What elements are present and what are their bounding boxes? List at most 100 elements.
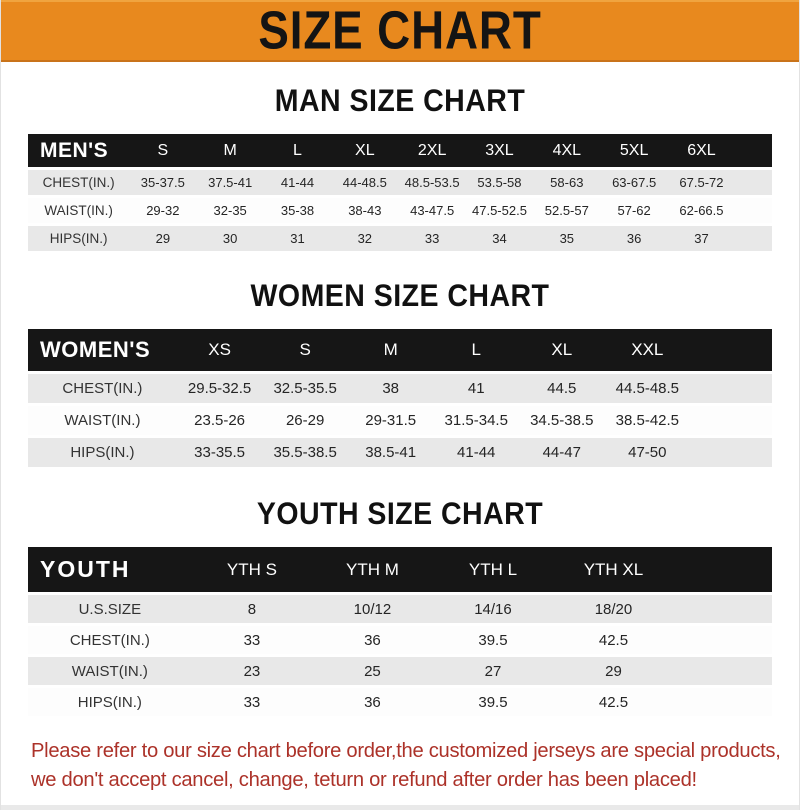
table-row: CHEST(IN.) 35-37.5 37.5-41 41-44 44-48.5 48.5… — [28, 170, 772, 196]
size-value-cell: 25 — [312, 657, 433, 686]
men-section-heading: MAN SIZE CHART — [274, 82, 526, 119]
women-table-header-row: WOMEN'S XS S M L XL XXL — [28, 329, 772, 372]
size-value-cell: 8 — [191, 595, 313, 624]
size-value-cell: 41-44 — [263, 170, 332, 196]
size-value-cell: 36 — [312, 688, 433, 717]
size-value-cell: 52.5-57 — [533, 198, 601, 224]
size-value-cell: 23.5-26 — [176, 406, 263, 436]
row-spacer-cell — [735, 198, 772, 224]
row-spacer-cell — [735, 170, 772, 196]
row-spacer-cell — [673, 626, 772, 655]
size-value-cell: 42.5 — [553, 688, 674, 717]
women-table-corner-label: WOMEN'S — [28, 329, 177, 372]
size-value-cell: 38.5-42.5 — [604, 406, 691, 436]
youth-table-corner-label: YOUTH — [28, 547, 192, 593]
size-value-cell: 57-62 — [600, 198, 668, 224]
row-spacer-cell — [673, 657, 772, 686]
table-row: CHEST(IN.) 33 36 39.5 42.5 — [28, 626, 772, 655]
men-table-header-row: MEN'S S M L XL 2XL 3XL 4XL 5XL 6XL — [28, 134, 772, 168]
column-header: M — [347, 329, 434, 372]
size-value-cell: 58-63 — [533, 170, 601, 196]
youth-table-header-row: YOUTH YTH S YTH M YTH L YTH XL — [28, 547, 772, 593]
column-header: 4XL — [533, 134, 601, 168]
size-value-cell: 32.5-35.5 — [262, 374, 348, 404]
size-value-cell: 44.5-48.5 — [604, 374, 691, 404]
size-value-cell: 31.5-34.5 — [433, 406, 519, 436]
size-value-cell: 33-35.5 — [176, 438, 263, 468]
size-value-cell: 35 — [533, 226, 601, 252]
size-value-cell: 29 — [129, 226, 197, 252]
size-value-cell: 35-37.5 — [129, 170, 197, 196]
column-header: L — [433, 329, 519, 372]
column-header: 6XL — [667, 134, 736, 168]
size-value-cell: 23 — [191, 657, 313, 686]
banner: SIZE CHART — [1, 0, 799, 62]
header-spacer-cell — [673, 547, 772, 593]
column-header: YTH L — [432, 547, 554, 593]
youth-size-section: YOUTH SIZE CHART YOUTH YTH S YTH M YTH L YT… — [1, 495, 799, 719]
table-row: U.S.SIZE 8 10/12 14/16 18/20 — [28, 595, 772, 624]
column-header: L — [263, 134, 332, 168]
column-header: XS — [176, 329, 263, 372]
size-value-cell: 35-38 — [263, 198, 332, 224]
youth-size-table: YOUTH YTH S YTH M YTH L YTH XL U.S.SIZE 8 10/… — [28, 544, 772, 719]
row-label: WAIST(IN.) — [28, 657, 192, 686]
size-value-cell: 41 — [433, 374, 519, 404]
header-spacer-cell — [735, 134, 772, 168]
size-value-cell: 39.5 — [432, 626, 554, 655]
size-value-cell: 32-35 — [196, 198, 264, 224]
row-label: HIPS(IN.) — [28, 438, 177, 468]
men-table-corner-label: MEN'S — [28, 134, 130, 168]
column-header: YTH M — [312, 547, 433, 593]
header-spacer-cell — [690, 329, 772, 372]
row-spacer-cell — [690, 374, 772, 404]
column-header: S — [129, 134, 197, 168]
table-row: WAIST(IN.) 23.5-26 26-29 29-31.5 31.5-34.5 34… — [28, 406, 772, 436]
table-row: WAIST(IN.) 23 25 27 29 — [28, 657, 772, 686]
column-header: XL — [331, 134, 399, 168]
size-value-cell: 47.5-52.5 — [465, 198, 534, 224]
table-row: HIPS(IN.) 33 36 39.5 42.5 — [28, 688, 772, 717]
column-header: 2XL — [398, 134, 466, 168]
size-value-cell: 44-48.5 — [331, 170, 399, 196]
size-value-cell: 44.5 — [519, 374, 605, 404]
table-row: HIPS(IN.) 33-35.5 35.5-38.5 38.5-41 41-44 44-… — [28, 438, 772, 468]
women-section-heading: WOMEN SIZE CHART — [250, 277, 550, 314]
page-bottom-strip — [1, 804, 799, 810]
banner-title: SIZE CHART — [258, 0, 542, 62]
size-value-cell: 63-67.5 — [600, 170, 668, 196]
row-label: CHEST(IN.) — [28, 170, 130, 196]
women-size-section: WOMEN SIZE CHART WOMEN'S XS S M L XL XXL CHES… — [1, 277, 799, 470]
row-label: CHEST(IN.) — [28, 374, 177, 404]
row-spacer-cell — [690, 406, 772, 436]
column-header: 3XL — [465, 134, 534, 168]
size-value-cell: 62-66.5 — [667, 198, 736, 224]
size-value-cell: 48.5-53.5 — [398, 170, 466, 196]
size-value-cell: 18/20 — [553, 595, 674, 624]
size-value-cell: 43-47.5 — [398, 198, 466, 224]
table-row: HIPS(IN.) 29 30 31 32 33 34 35 36 37 — [28, 226, 772, 252]
column-header: XXL — [604, 329, 691, 372]
row-spacer-cell — [735, 226, 772, 252]
row-label: WAIST(IN.) — [28, 198, 130, 224]
size-value-cell: 36 — [600, 226, 668, 252]
size-value-cell: 29-32 — [129, 198, 197, 224]
size-value-cell: 10/12 — [312, 595, 433, 624]
size-value-cell: 14/16 — [432, 595, 554, 624]
notice-line-1: Please refer to our size chart before or… — [31, 739, 781, 763]
row-label: CHEST(IN.) — [28, 626, 192, 655]
youth-section-heading: YOUTH SIZE CHART — [256, 495, 544, 532]
size-value-cell: 53.5-58 — [465, 170, 534, 196]
column-header: YTH S — [191, 547, 313, 593]
size-value-cell: 29.5-32.5 — [176, 374, 263, 404]
row-spacer-cell — [690, 438, 772, 468]
footer-notice: Please refer to our size chart before or… — [1, 736, 799, 794]
row-label: HIPS(IN.) — [28, 688, 192, 717]
size-value-cell: 36 — [312, 626, 433, 655]
size-value-cell: 33 — [191, 626, 313, 655]
women-size-table: WOMEN'S XS S M L XL XXL CHEST(IN.) 29.5-32.5 32… — [28, 326, 772, 470]
size-value-cell: 29-31.5 — [347, 406, 434, 436]
size-value-cell: 39.5 — [432, 688, 554, 717]
size-value-cell: 38.5-41 — [347, 438, 434, 468]
